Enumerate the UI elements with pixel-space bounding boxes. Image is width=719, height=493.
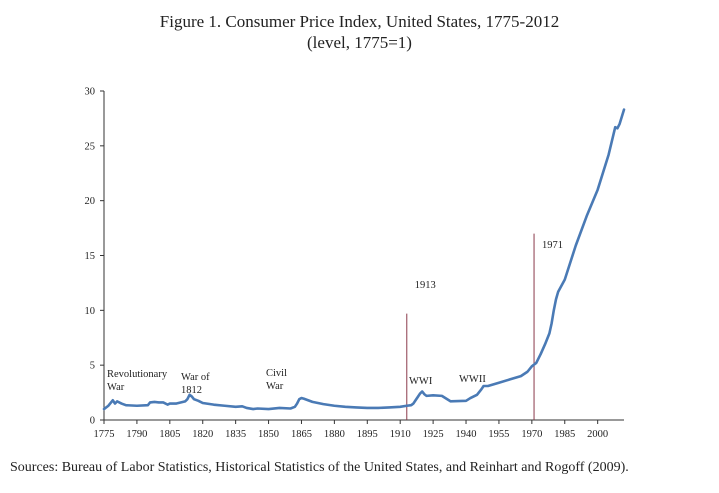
y-tick-label: 15: [85, 251, 96, 262]
x-tick-label: 1955: [488, 429, 509, 440]
x-tick-label: 1820: [192, 429, 213, 440]
y-tick-label: 0: [90, 416, 95, 427]
x-tick-label: 1910: [390, 429, 411, 440]
annotation-label: WWII: [459, 374, 486, 385]
annotation-label: Civil: [266, 368, 287, 379]
y-tick-label: 10: [85, 306, 96, 317]
x-tick-label: 1790: [126, 429, 147, 440]
x-tick-label: 1970: [521, 429, 542, 440]
x-tick-label: 1850: [258, 429, 279, 440]
annotation-label: War: [107, 382, 125, 393]
y-tick-label: 25: [85, 141, 96, 152]
x-tick-label: 1835: [225, 429, 246, 440]
x-tick-label: 1865: [291, 429, 312, 440]
cpi-series-line: [102, 108, 626, 411]
y-tick-label: 30: [85, 87, 96, 98]
reference-lines: 1913 1971: [406, 233, 563, 420]
reference-line-label: 1913: [415, 280, 436, 291]
x-tick-label: 1985: [554, 429, 575, 440]
chart-title: Figure 1. Consumer Price Index, United S…: [159, 12, 560, 31]
x-tick-label: 1880: [324, 429, 345, 440]
x-tick-label: 2000: [587, 429, 608, 440]
annotation-label: War of: [181, 372, 210, 383]
chart-subtitle: (level, 1775=1): [307, 33, 412, 52]
series-group: [102, 108, 626, 411]
x-tick-label: 1940: [456, 429, 477, 440]
x-tick-label: 1805: [159, 429, 180, 440]
source-note: Sources: Bureau of Labor Statistics, His…: [10, 460, 629, 475]
annotations: Revolutionary War War of 1812 Civil War WWI WWI…: [107, 368, 486, 396]
x-tick-label: 1925: [423, 429, 444, 440]
reference-line-label: 1971: [542, 240, 563, 251]
annotation-label: 1812: [181, 385, 202, 396]
annotation-label: WWI: [409, 376, 433, 387]
y-tick-label: 5: [90, 361, 95, 372]
x-tick-label: 1775: [94, 429, 115, 440]
y-tick-label: 20: [85, 196, 96, 207]
annotation-label: Revolutionary: [107, 369, 168, 380]
x-tick-label: 1895: [357, 429, 378, 440]
annotation-label: War: [266, 381, 284, 392]
axes: 0 5 10 15 20 25 30 1775 1790 1805 1820 1835 1850 1865…: [85, 87, 624, 440]
